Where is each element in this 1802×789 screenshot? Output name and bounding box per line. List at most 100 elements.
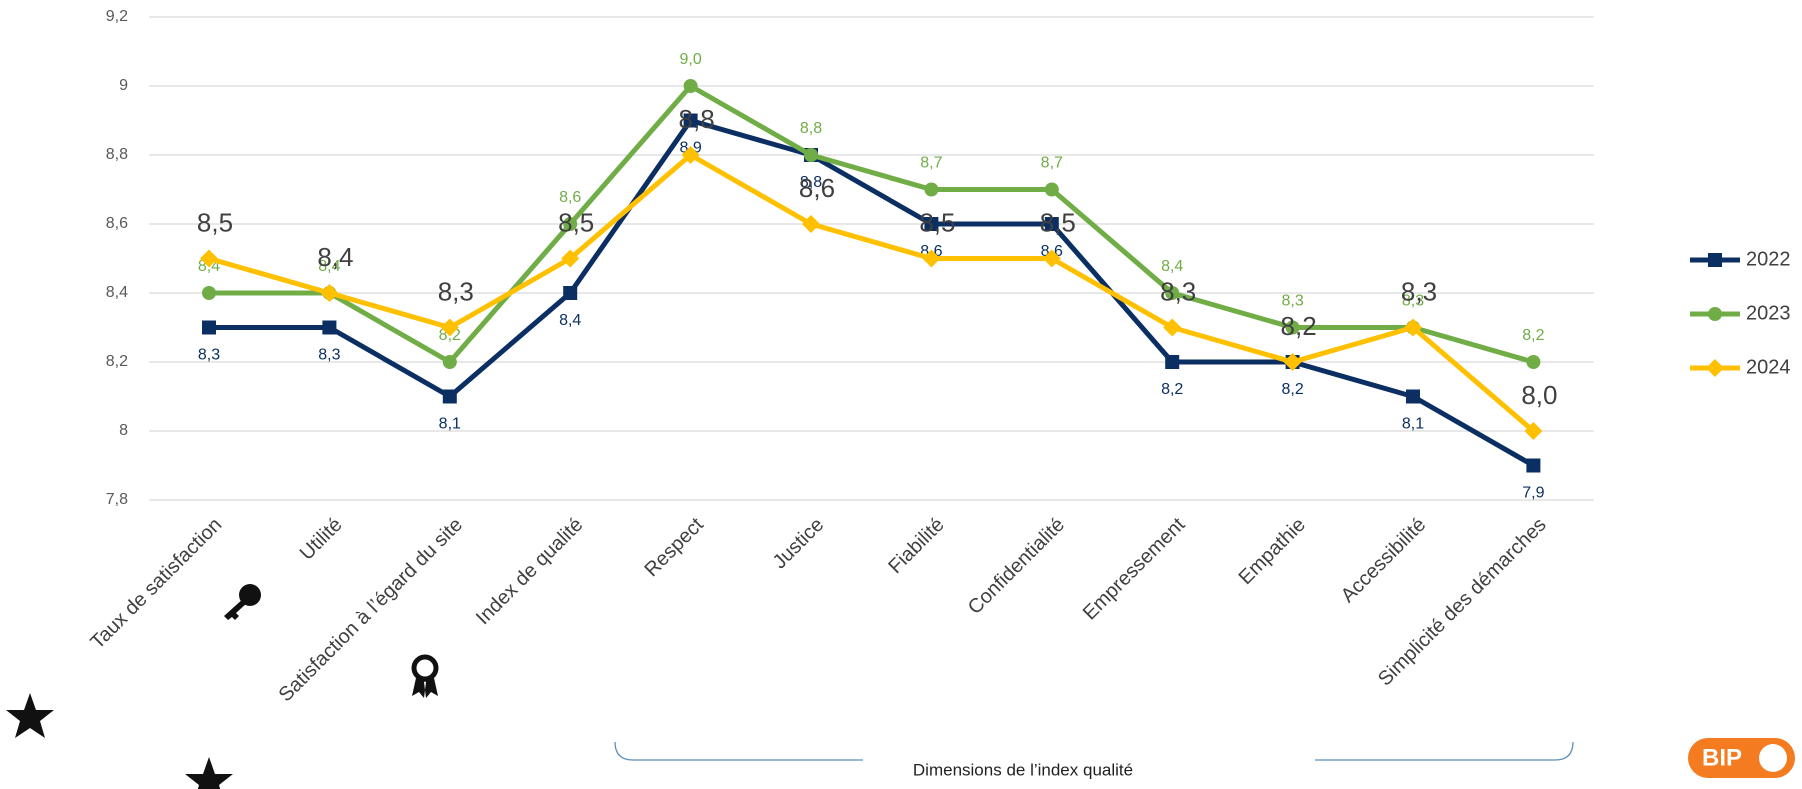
y-tick-label: 9 — [119, 77, 128, 94]
data-label: 8,8 — [679, 104, 715, 134]
data-label: 8,2 — [1281, 381, 1303, 398]
data-label: 8,3 — [1402, 293, 1424, 310]
marker — [561, 249, 580, 268]
data-label: 8,4 — [317, 242, 353, 272]
x-tick-label: Justice — [769, 514, 829, 574]
marker — [320, 284, 339, 302]
logo-text: BIP — [1702, 744, 1742, 771]
y-tick-label: 8,4 — [106, 284, 128, 301]
data-label: 7,9 — [1522, 485, 1544, 502]
star-icon — [185, 757, 233, 789]
data-label: 8,4 — [1161, 258, 1183, 275]
marker — [563, 217, 578, 231]
star-icon — [6, 693, 54, 738]
data-label: 8,3 — [198, 347, 220, 364]
data-label: 8,7 — [1041, 155, 1063, 172]
series: 8,58,48,38,58,88,68,5 8,58,38,28,38,0 — [197, 104, 1557, 440]
data-label: 8,2 — [1522, 327, 1544, 344]
marker — [1524, 422, 1543, 440]
marker — [802, 215, 820, 233]
marker — [563, 286, 578, 300]
legend-marker — [1708, 307, 1722, 321]
key-icon — [224, 584, 261, 620]
legend-marker — [1706, 359, 1724, 377]
marker — [1044, 217, 1059, 231]
x-tick-label: Fiabilité — [884, 514, 948, 578]
x-tick-label: Index de qualité — [472, 514, 587, 629]
series-line — [209, 118, 1535, 468]
data-label: 8,6 — [799, 173, 835, 203]
x-tick-label: Empressement — [1079, 513, 1190, 624]
legend-marker — [1708, 253, 1722, 267]
data-label: 8,1 — [439, 416, 461, 433]
x-tick-label: Confidentialité — [964, 514, 1069, 619]
marker — [200, 249, 218, 268]
data-label: 8,5 — [197, 207, 233, 237]
brace — [614, 741, 1574, 761]
series: 8,48,48,28,69,08,88,78,78,48,38,38,2 — [198, 51, 1545, 369]
data-label: 8,2 — [1281, 311, 1317, 341]
marker — [1044, 182, 1059, 197]
marker — [202, 286, 216, 300]
data-label: 8,2 — [1161, 381, 1183, 398]
data-label: 8,3 — [318, 347, 340, 364]
data-label: 8,6 — [559, 189, 581, 206]
marker — [1406, 389, 1420, 404]
legend-label: 2024 — [1746, 356, 1791, 378]
y-tick-label: 8 — [119, 422, 128, 439]
data-label: 8,3 — [1281, 293, 1303, 310]
marker — [1042, 249, 1061, 268]
x-tick-label: Utilité — [296, 514, 347, 565]
legend-label: 2023 — [1746, 302, 1791, 324]
series-line — [208, 152, 1536, 433]
data-label: 8,5 — [1040, 207, 1076, 237]
x-tick-label: Empathie — [1235, 514, 1310, 589]
data-label: 9,0 — [679, 51, 701, 68]
series-line — [209, 83, 1535, 365]
x-tick-label: Taux de satisfaction — [87, 514, 227, 654]
data-label: 8,3 — [1160, 276, 1196, 306]
data-label: 8,8 — [800, 120, 822, 137]
marker — [202, 320, 216, 335]
marker — [322, 320, 337, 335]
logo: BIP — [1688, 738, 1795, 778]
marker — [442, 355, 457, 369]
marker — [683, 79, 698, 93]
y-tick-label: 8,6 — [106, 215, 128, 232]
data-label: 8,7 — [920, 155, 942, 172]
marker — [924, 182, 939, 197]
marker — [922, 249, 941, 268]
marker — [804, 148, 818, 162]
marker — [1165, 355, 1180, 369]
data-label: 8,3 — [438, 276, 474, 306]
data-label: 8,4 — [318, 258, 340, 275]
data-label: 8,5 — [558, 207, 594, 237]
series: 8,38,38,18,48,98,88,68,68,28,28,17,9 — [198, 113, 1545, 502]
legend-label: 2022 — [1746, 248, 1791, 270]
data-label: 8,8 — [800, 174, 822, 191]
marker — [924, 217, 939, 231]
y-tick-label: 7,8 — [106, 491, 128, 508]
x-tick-label: Accessibilité — [1337, 514, 1430, 607]
marker — [681, 146, 700, 164]
data-label: 8,4 — [559, 312, 581, 329]
data-label: 8,0 — [1521, 380, 1557, 410]
marker — [1283, 353, 1302, 371]
marker — [683, 113, 698, 128]
marker — [1285, 320, 1300, 335]
data-label: 8,1 — [1402, 416, 1424, 433]
marker — [440, 318, 459, 337]
y-tick-label: 8,2 — [106, 353, 128, 370]
marker — [1165, 286, 1180, 300]
data-label: 8,5 — [919, 207, 955, 237]
marker — [1404, 318, 1422, 337]
marker — [442, 389, 457, 404]
marker — [1163, 318, 1182, 337]
x-tick-label: Respect — [640, 513, 708, 581]
medal-icon — [411, 654, 439, 698]
y-tick-label: 9,2 — [106, 8, 128, 25]
marker — [1526, 458, 1541, 473]
y-tick-label: 8,8 — [106, 146, 128, 163]
annotation: Dimensions de l’index qualité — [913, 760, 1133, 779]
